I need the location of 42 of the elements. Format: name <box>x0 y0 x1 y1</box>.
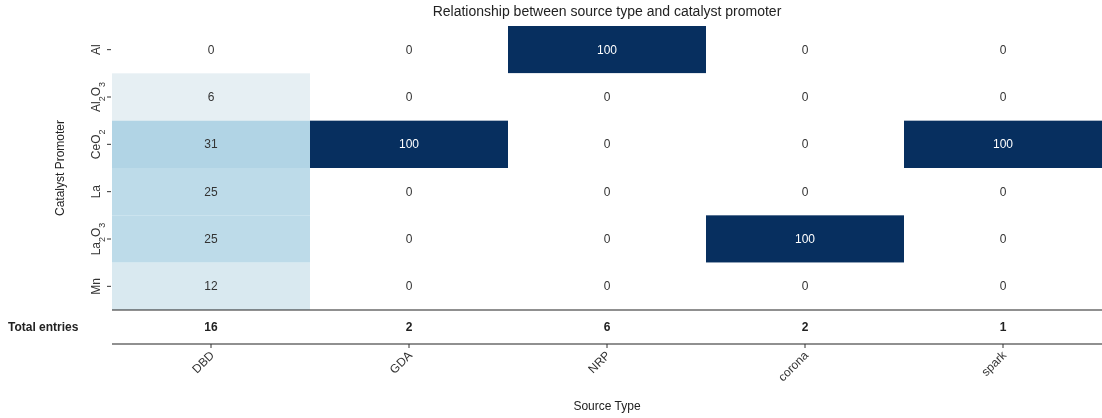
data-label: 100 <box>992 137 1014 152</box>
text: Total entries <box>8 320 79 334</box>
data-label: 0 <box>405 184 413 199</box>
data-label: 0 <box>801 184 809 199</box>
data-label: 0 <box>603 279 611 294</box>
data-label: 100 <box>398 137 420 152</box>
text: 6 <box>603 320 611 334</box>
data-label: 12 <box>204 279 218 294</box>
data-label: 0 <box>603 137 611 152</box>
data-label: 0 <box>801 137 809 152</box>
data-label: 0 <box>999 42 1007 57</box>
data-label: 25 <box>204 232 218 246</box>
data-label: 0 <box>603 232 611 246</box>
text: 1 <box>999 320 1007 334</box>
data-label: 0 <box>801 42 809 57</box>
x-axis-title: Source Type <box>573 399 641 413</box>
data-label: 0 <box>999 279 1007 294</box>
data-label: 0 <box>405 90 413 104</box>
data-label: 25 <box>204 184 218 199</box>
data-label: 0 <box>801 279 809 294</box>
data-label: 100 <box>794 232 816 246</box>
data-label: 0 <box>603 184 611 199</box>
data-label: 0 <box>999 232 1007 246</box>
text: 2 <box>405 320 413 334</box>
data-label: 0 <box>999 184 1007 199</box>
data-label: 6 <box>207 90 215 104</box>
data-label: 0 <box>999 90 1007 104</box>
chart-title: Relationship between source type and catalyst promoter <box>432 3 782 19</box>
data-label: 0 <box>801 90 809 104</box>
data-label: 31 <box>204 137 218 152</box>
data-label: 0 <box>405 42 413 57</box>
text: 2 <box>801 320 809 334</box>
y-axis-title: Catalyst Promoter <box>53 119 67 217</box>
data-label: 0 <box>405 279 413 294</box>
y-tick-label: Mn <box>89 278 103 295</box>
data-label: 0 <box>603 90 611 104</box>
y-tick-label: La <box>89 184 103 199</box>
text: 16 <box>204 320 218 334</box>
data-label: 0 <box>207 42 215 57</box>
data-label: 0 <box>405 232 413 246</box>
y-tick-label: Al <box>89 44 103 55</box>
data-label: 100 <box>596 42 618 57</box>
